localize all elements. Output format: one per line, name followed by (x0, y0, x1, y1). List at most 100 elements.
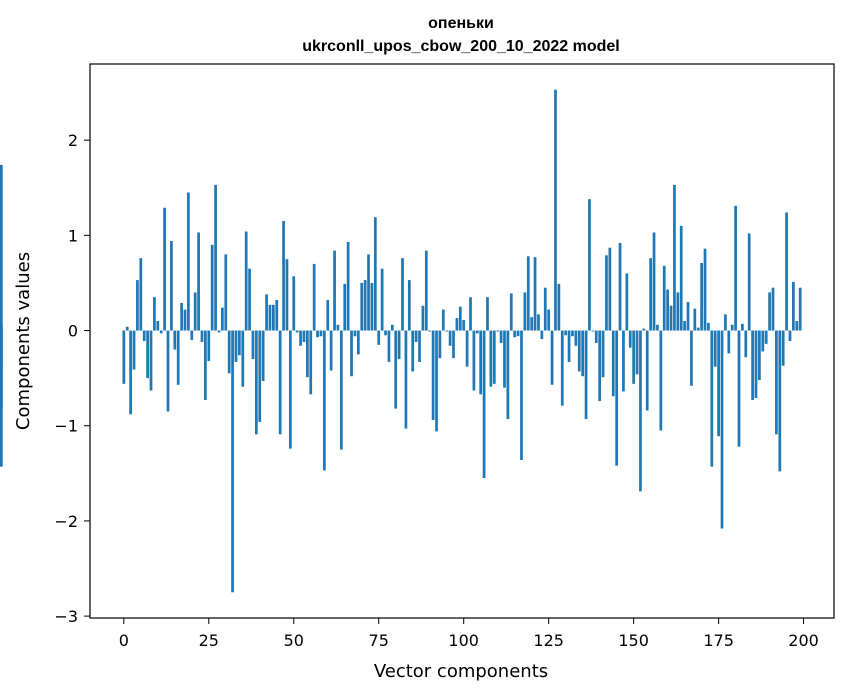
bar-113 (506, 330, 510, 420)
bar-37 (248, 268, 251, 331)
bars-group (0, 89, 802, 593)
bar-162 (673, 184, 676, 331)
bar-58 (319, 330, 323, 337)
bar-22 (197, 232, 200, 331)
bar-171 (703, 248, 707, 331)
bar-undefined (0, 330, 3, 408)
bar-147 (622, 330, 625, 392)
bar-79 (390, 324, 394, 331)
bar-177 (724, 314, 727, 331)
bar-48 (285, 259, 289, 331)
bar-188 (761, 330, 765, 352)
x-tick-label: 75 (369, 631, 389, 650)
x-tick-label: 25 (199, 631, 219, 650)
bar-92 (435, 330, 438, 432)
bar-155 (649, 258, 652, 331)
bar-126 (550, 330, 554, 385)
bar-0 (122, 330, 126, 384)
bar-83 (404, 330, 408, 429)
bar-164 (679, 225, 683, 331)
bar-11 (159, 330, 163, 334)
bar-189 (764, 330, 768, 344)
bar-191 (771, 287, 775, 331)
y-axis-label: Components values (13, 252, 34, 430)
bar-61 (329, 330, 333, 371)
bar-4 (136, 280, 139, 331)
bar-166 (686, 301, 690, 331)
bar-183 (744, 330, 748, 358)
bar-156 (652, 232, 656, 331)
y-tick-label: 0 (68, 322, 78, 341)
bar-69 (356, 330, 360, 355)
bar-119 (526, 256, 530, 331)
bar-40 (258, 330, 262, 422)
bar-43 (268, 304, 272, 331)
bar-50 (292, 276, 296, 331)
bar-14 (170, 241, 173, 331)
bar-2 (129, 330, 132, 415)
bar-3 (132, 330, 136, 370)
chart-title: опеньки (428, 15, 494, 32)
x-tick-label: 150 (618, 631, 649, 650)
x-tick-label: 50 (284, 631, 304, 650)
chart-subtitle: ukrconll_upos_cbow_200_10_2022 model (302, 38, 619, 55)
bar-10 (156, 321, 160, 331)
x-tick-label: 200 (788, 631, 819, 650)
bar-107 (486, 297, 489, 331)
bar-139 (594, 330, 598, 343)
bar-68 (353, 330, 357, 337)
x-tick-label: 0 (119, 631, 129, 650)
bar-41 (261, 330, 265, 381)
bar-19 (187, 192, 190, 331)
bar-82 (401, 258, 404, 331)
bar-98 (455, 318, 459, 331)
bar-181 (737, 330, 741, 447)
bar-20 (190, 330, 194, 341)
bar-161 (669, 305, 673, 331)
bar-195 (785, 212, 788, 331)
bar-184 (747, 233, 751, 331)
bar-80 (394, 330, 398, 409)
bar-8 (149, 330, 153, 391)
bar-1 (125, 326, 129, 331)
bar-34 (238, 330, 241, 356)
bar-100 (462, 320, 466, 331)
bar-88 (421, 305, 425, 331)
bar-17 (180, 302, 183, 331)
x-axis-label: Vector components (374, 661, 548, 682)
bar-73 (370, 282, 374, 331)
bar-55 (309, 330, 313, 395)
y-tick-label: 2 (68, 131, 78, 150)
bar-180 (734, 205, 737, 331)
bar-150 (632, 330, 635, 384)
bar-75 (377, 330, 381, 345)
bar-160 (666, 289, 669, 331)
bar-94 (441, 309, 445, 331)
bar-85 (411, 330, 415, 372)
bar-54 (305, 330, 309, 378)
bar-76 (380, 268, 384, 331)
bar-5 (139, 258, 143, 331)
bar-24 (204, 330, 207, 401)
bar-84 (407, 280, 411, 331)
bar-141 (601, 330, 605, 378)
bar-169 (696, 327, 700, 331)
bar-148 (625, 273, 629, 331)
bar-97 (452, 330, 455, 359)
x-tick-label: 175 (703, 631, 734, 650)
bar-87 (418, 330, 421, 362)
bar-151 (635, 330, 639, 375)
bar-170 (700, 262, 703, 331)
bar-118 (523, 292, 527, 331)
bar-175 (717, 330, 720, 437)
bar-178 (727, 330, 731, 354)
bar-128 (557, 283, 561, 331)
bar-95 (445, 330, 449, 332)
bar-186 (754, 330, 758, 399)
bar-66 (346, 242, 350, 331)
bar-13 (166, 330, 170, 412)
bar-31 (227, 330, 231, 374)
bar-124 (543, 287, 547, 331)
bar-182 (741, 323, 744, 331)
